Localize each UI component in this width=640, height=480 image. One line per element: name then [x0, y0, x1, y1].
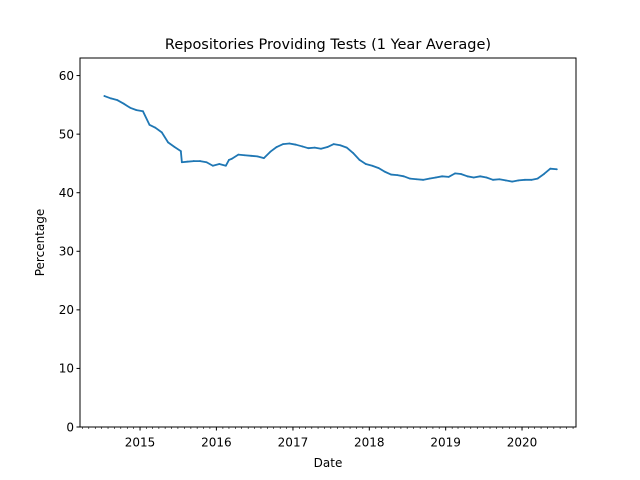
data-point	[116, 99, 119, 102]
data-point	[390, 173, 392, 176]
data-point	[441, 175, 444, 178]
data-point	[167, 141, 169, 144]
data-point	[160, 131, 163, 134]
data-point	[243, 154, 246, 157]
y-tick-label: 50	[59, 127, 74, 141]
data-point	[447, 176, 450, 178]
data-points	[103, 95, 558, 183]
data-point	[237, 153, 240, 156]
data-point	[218, 163, 221, 165]
data-point	[275, 146, 278, 148]
data-point	[358, 159, 361, 161]
data-point	[186, 160, 189, 163]
data-point	[262, 157, 265, 160]
data-point	[460, 173, 462, 175]
data-point	[250, 154, 253, 157]
data-point	[211, 164, 214, 167]
data-point	[555, 168, 558, 171]
data-point	[313, 146, 316, 149]
data-point	[345, 146, 348, 149]
data-point	[371, 164, 374, 167]
x-tick-label: 2019	[430, 436, 461, 450]
data-point	[504, 179, 507, 182]
data-point	[179, 150, 182, 153]
x-axis-label: Date	[314, 456, 343, 470]
data-point	[434, 176, 437, 179]
data-point	[173, 146, 176, 148]
data-point	[307, 147, 310, 150]
y-axis-ticks: 0 10 20 30 40 50 60	[59, 69, 80, 434]
data-point	[301, 145, 304, 148]
data-point	[256, 155, 259, 158]
chart-title: Repositories Providing Tests (1 Year Ave…	[165, 37, 491, 53]
data-point	[472, 176, 475, 179]
plot-frame	[79, 57, 577, 428]
data-point	[230, 157, 233, 160]
data-point	[148, 123, 151, 126]
data-point	[282, 143, 285, 146]
data-point	[536, 177, 539, 180]
data-point	[485, 176, 488, 179]
data-point	[511, 180, 514, 183]
data-point	[288, 142, 291, 145]
y-tick-label: 60	[59, 69, 74, 83]
data-point	[142, 110, 144, 113]
data-point	[396, 174, 399, 177]
data-point	[129, 106, 132, 109]
x-tick-label: 2017	[278, 436, 309, 450]
data-point	[479, 175, 482, 178]
data-point	[180, 161, 183, 164]
data-point	[454, 172, 456, 175]
data-point	[492, 178, 494, 181]
data-point	[224, 164, 227, 167]
data-point	[294, 143, 297, 146]
data-point	[402, 175, 405, 178]
data-point	[352, 151, 354, 154]
data-point	[205, 161, 208, 164]
data-point	[549, 167, 552, 170]
data-point	[339, 144, 342, 147]
data-point	[466, 175, 469, 178]
data-point	[154, 126, 157, 129]
data-point	[332, 143, 335, 146]
data-point	[135, 109, 138, 112]
data-point	[498, 178, 501, 181]
y-tick-label: 20	[59, 303, 74, 317]
data-point	[199, 160, 201, 162]
data-point	[543, 173, 545, 175]
x-tick-label: 2015	[125, 436, 156, 450]
data-point	[517, 179, 520, 182]
data-point	[415, 178, 418, 181]
data-point	[377, 167, 380, 170]
data-point	[422, 178, 424, 181]
data-point	[122, 102, 125, 105]
y-tick-label: 0	[66, 420, 74, 434]
data-point	[364, 163, 367, 165]
data-point	[428, 177, 431, 180]
data-point	[228, 159, 230, 161]
series-line	[103, 95, 558, 183]
data-point	[110, 97, 112, 100]
y-tick-label: 30	[59, 245, 74, 259]
data-point	[103, 95, 106, 97]
data-point	[383, 170, 386, 173]
data-point	[524, 178, 526, 181]
x-tick-label: 2016	[201, 436, 232, 450]
y-tick-label: 40	[59, 186, 74, 200]
x-tick-label: 2018	[354, 436, 385, 450]
y-tick-label: 10	[59, 362, 74, 376]
data-point	[192, 160, 195, 162]
y-axis-label: Percentage	[33, 209, 47, 277]
x-axis-ticks: 2015 2016 2017 2018 2019 2020	[125, 427, 538, 450]
data-point	[320, 147, 322, 150]
x-tick-label: 2020	[507, 436, 538, 450]
data-point	[269, 150, 272, 153]
data-point	[326, 146, 329, 148]
data-point	[530, 178, 533, 181]
data-point	[409, 177, 412, 180]
